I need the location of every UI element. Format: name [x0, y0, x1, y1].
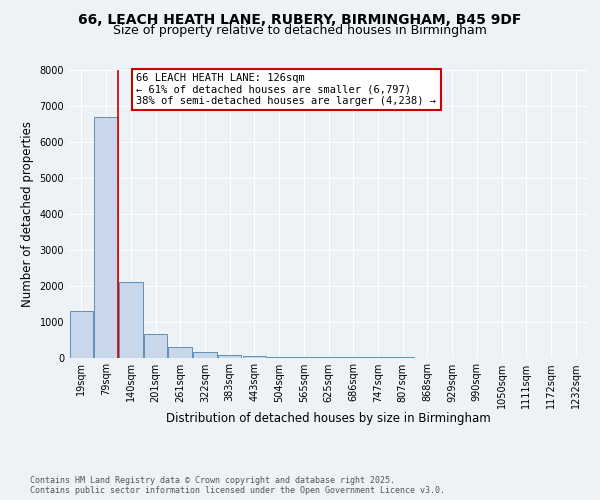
Bar: [193, 352, 217, 358]
Bar: [169, 346, 192, 358]
Bar: [268, 357, 291, 358]
Bar: [242, 356, 266, 358]
X-axis label: Distribution of detached houses by size in Birmingham: Distribution of detached houses by size …: [166, 412, 491, 425]
Text: 66, LEACH HEATH LANE, RUBERY, BIRMINGHAM, B45 9DF: 66, LEACH HEATH LANE, RUBERY, BIRMINGHAM…: [79, 12, 521, 26]
Text: Size of property relative to detached houses in Birmingham: Size of property relative to detached ho…: [113, 24, 487, 37]
Bar: [94, 116, 118, 358]
Text: Contains HM Land Registry data © Crown copyright and database right 2025.
Contai: Contains HM Land Registry data © Crown c…: [30, 476, 445, 495]
Y-axis label: Number of detached properties: Number of detached properties: [21, 120, 34, 306]
Bar: [70, 311, 93, 358]
Bar: [218, 354, 241, 358]
Bar: [119, 282, 143, 358]
Text: 66 LEACH HEATH LANE: 126sqm
← 61% of detached houses are smaller (6,797)
38% of : 66 LEACH HEATH LANE: 126sqm ← 61% of det…: [136, 73, 436, 106]
Bar: [144, 334, 167, 357]
